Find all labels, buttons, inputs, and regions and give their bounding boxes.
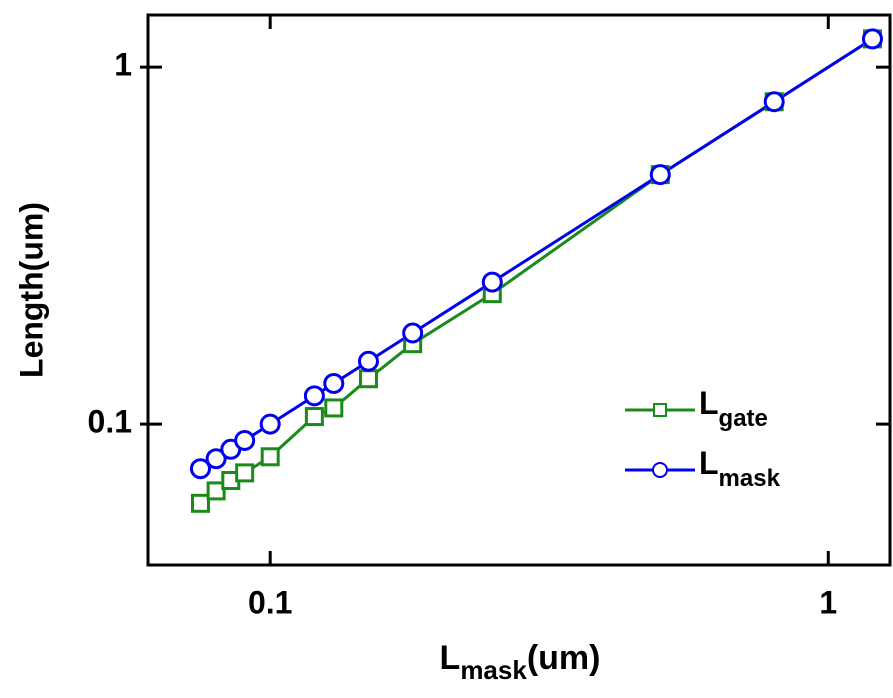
legend-label-base: L: [699, 385, 719, 421]
data-point: [763, 91, 785, 113]
legend-marker: [652, 462, 668, 478]
legend-label-base: L: [699, 445, 719, 481]
x-axis-label: Lmask(um): [440, 639, 601, 685]
data-point: [358, 369, 378, 389]
y-tick-label: 1: [114, 47, 132, 83]
legend-label-sub: gate: [719, 405, 768, 432]
x-label-base: L: [440, 639, 461, 677]
y-tick-label: 0.1: [88, 404, 132, 440]
data-point: [304, 407, 324, 427]
data-point: [189, 458, 211, 480]
data-point: [324, 398, 344, 418]
data-point: [260, 447, 280, 467]
legend-label: Lmask: [699, 445, 781, 492]
data-point: [234, 429, 256, 451]
data-point: [303, 385, 325, 407]
x-tick-label: 1: [819, 584, 837, 620]
data-point: [205, 448, 227, 470]
data-point: [402, 322, 424, 344]
y-axis-label: Length(um): [13, 202, 49, 378]
data-point: [259, 413, 281, 435]
data-point: [481, 271, 503, 293]
x-label-sub: mask: [460, 655, 527, 685]
legend-label: Lgate: [699, 385, 768, 432]
data-point: [323, 372, 345, 394]
data-point: [861, 28, 883, 50]
x-label-suffix: (um): [527, 639, 601, 677]
legend-label-sub: mask: [719, 465, 781, 492]
data-point: [235, 463, 255, 483]
plot-frame: [146, 13, 892, 567]
x-tick-label: 0.1: [248, 584, 292, 620]
legend-marker: [653, 403, 667, 417]
data-point: [357, 350, 379, 372]
data-point: [649, 164, 671, 186]
data-point: [190, 493, 210, 513]
data-point: [206, 481, 226, 501]
